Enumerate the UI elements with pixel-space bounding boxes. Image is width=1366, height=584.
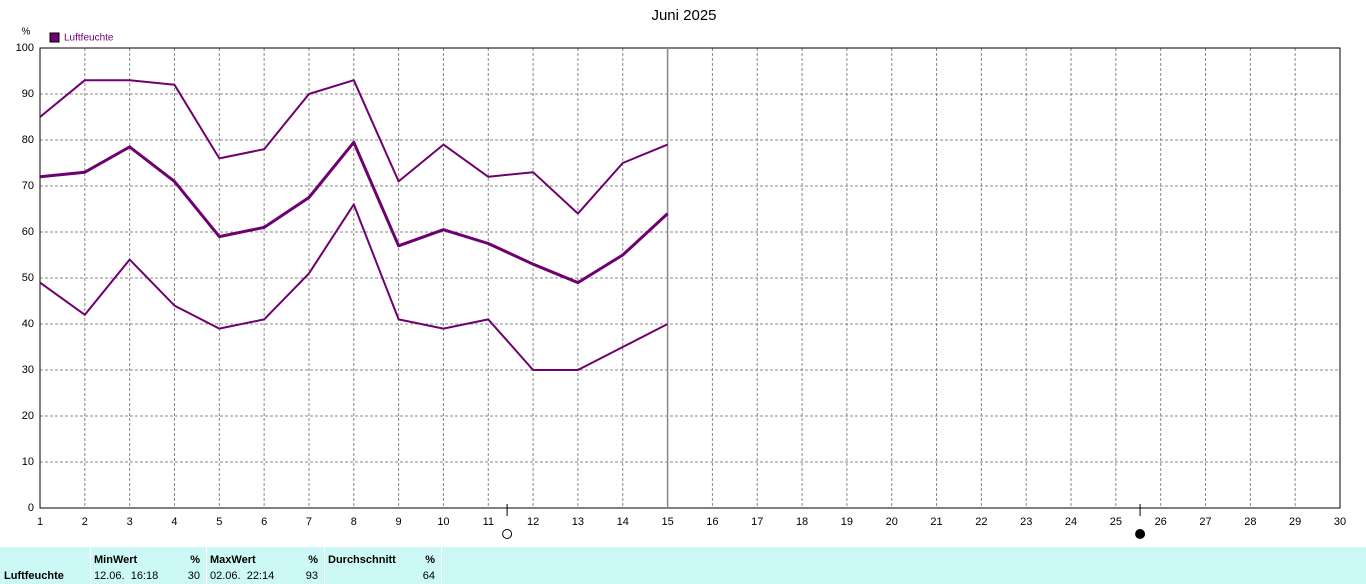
y-tick-label: 60	[22, 226, 34, 238]
x-tick-label: 30	[1334, 516, 1346, 528]
x-tick-label: 22	[975, 516, 987, 528]
column-unit: %	[190, 554, 200, 566]
y-axis-label: %	[22, 27, 31, 38]
legend-label: Luftfeuchte	[64, 33, 114, 44]
column-header: Durchschnitt	[328, 554, 396, 566]
x-tick-label: 25	[1110, 516, 1122, 528]
y-tick-label: 30	[22, 364, 34, 376]
chart-title: Juni 2025	[651, 7, 716, 24]
line-values	[39, 140, 669, 285]
column-unit: %	[425, 554, 435, 566]
x-tick-label: 20	[886, 516, 898, 528]
x-tick-label: 5	[216, 516, 222, 528]
x-tick-label: 23	[1020, 516, 1032, 528]
x-tick-label: 2	[82, 516, 88, 528]
column-time: 12.06. 16:18	[94, 570, 159, 582]
chart: Juni 2025 % Luftfeuchte 0 10 20 30 40 50 60 70 8…	[16, 7, 1346, 539]
x-tick-label: 10	[437, 516, 449, 528]
y-tick-label: 0	[28, 502, 34, 514]
x-tick-label: 8	[351, 516, 357, 528]
line-upper	[39, 79, 668, 215]
x-tick-label: 6	[261, 516, 267, 528]
y-tick-label: 40	[22, 318, 34, 330]
y-tick-label: 100	[16, 42, 34, 54]
x-tick-label: 7	[306, 516, 312, 528]
column-value: 64	[422, 570, 435, 582]
moon-new	[1135, 529, 1146, 539]
x-tick-label: 9	[396, 516, 402, 528]
line-lower	[39, 203, 669, 371]
x-tick-label: 17	[751, 516, 763, 528]
x-tick-label: 19	[841, 516, 853, 528]
x-tick-label: 16	[706, 516, 718, 528]
column-value: 93	[305, 570, 318, 582]
legend-swatch	[49, 32, 60, 43]
column-unit: %	[308, 554, 318, 566]
column-header: MinWert	[94, 554, 138, 566]
x-tick-label: 11	[483, 516, 494, 528]
x-tick-label: 24	[1065, 516, 1077, 528]
x-tick-label: 12	[527, 516, 539, 528]
x-tick-label: 21	[930, 516, 942, 528]
x-tick-label: 28	[1244, 516, 1256, 528]
y-tick-label: 20	[22, 410, 34, 422]
separator	[324, 547, 325, 584]
y-tick-label: 50	[22, 272, 34, 284]
summary-label: Luftfeuchte	[4, 570, 64, 582]
x-tick-label: 14	[617, 516, 629, 528]
separator	[206, 547, 207, 584]
y-tick-label: 80	[22, 134, 34, 146]
column-header: MaxWert	[210, 554, 256, 566]
x-tick-label: 27	[1199, 516, 1211, 528]
column-time: 02.06. 22:14	[210, 570, 275, 582]
y-tick-label: 10	[22, 456, 34, 468]
x-tick-label: 1	[37, 516, 43, 528]
x-tick-label: 13	[572, 516, 584, 528]
x-tick-label: 3	[127, 516, 133, 528]
plot-border	[39, 47, 1341, 509]
x-tick-label: 26	[1155, 516, 1167, 528]
separator	[441, 547, 442, 584]
x-tick-label: 18	[796, 516, 808, 528]
y-tick-label: 70	[22, 180, 34, 192]
column-value: 30	[187, 570, 200, 582]
summary-table: Luftfeuchte MinWert% 12.06. 16:18 30 MaxWer…	[0, 547, 1366, 584]
y-tick-label: 90	[22, 88, 34, 100]
x-tick-label: 29	[1289, 516, 1301, 528]
separator	[90, 547, 91, 584]
moon-full	[502, 529, 513, 539]
x-tick-label: 4	[171, 516, 177, 528]
x-tick-label: 15	[661, 516, 673, 528]
